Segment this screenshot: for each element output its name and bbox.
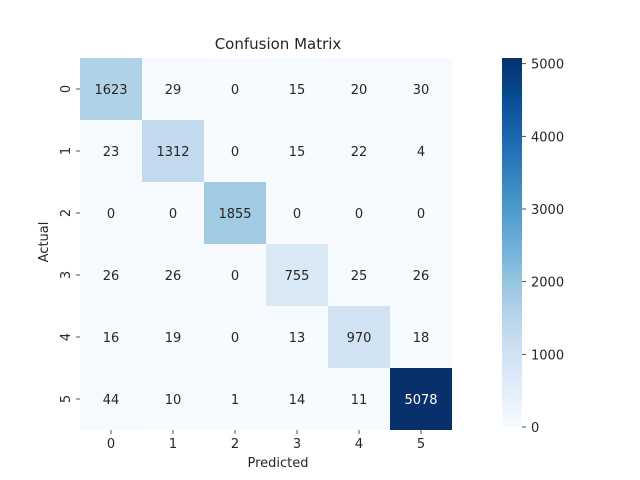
heatmap-cell [390, 306, 452, 368]
cell-value-label: 0 [231, 331, 239, 346]
heatmap-cell [204, 58, 266, 120]
cell-value-label: 14 [289, 393, 306, 408]
cell-value-label: 26 [103, 269, 120, 284]
heatmap-cell [80, 368, 142, 430]
x-tick-label: 5 [417, 437, 425, 452]
cell-value-label: 23 [103, 145, 120, 160]
cell-value-label: 10 [165, 393, 182, 408]
heatmap-cell [328, 368, 390, 430]
heatmap-cell [80, 120, 142, 182]
cell-value-label: 0 [417, 207, 425, 222]
heatmap-cell [80, 182, 142, 244]
colorbar-tick-label: 4000 [531, 130, 564, 145]
cell-value-label: 0 [169, 207, 177, 222]
colorbar-tick-label: 0 [531, 421, 539, 436]
heatmap-cell [328, 306, 390, 368]
colorbar-tick-label: 1000 [531, 348, 564, 363]
heatmap-cell [328, 182, 390, 244]
heatmap-cell [266, 368, 328, 430]
y-axis: 0 1 2 3 4 5 [59, 85, 80, 403]
cell-value-label: 0 [231, 83, 239, 98]
heatmap-cells: 1623 29 0 15 20 30 23 1312 0 15 22 4 0 0 1855 0 0 0 26 26 0 7… [80, 58, 452, 430]
heatmap-cell [142, 182, 204, 244]
cell-value-label: 18 [413, 331, 430, 346]
colorbar: 0 1000 2000 3000 4000 5000 [502, 58, 564, 436]
cell-value-label: 0 [355, 207, 363, 222]
cell-value-label: 0 [231, 269, 239, 284]
chart-title: Confusion Matrix [215, 35, 342, 53]
heatmap-cell [390, 182, 452, 244]
colorbar-tick-label: 3000 [531, 203, 564, 218]
cell-value-label: 26 [413, 269, 430, 284]
heatmap-cell [328, 120, 390, 182]
cell-value-label: 19 [165, 331, 182, 346]
cell-value-label: 755 [285, 269, 310, 284]
cell-value-label: 20 [351, 83, 368, 98]
colorbar-tick-label: 2000 [531, 276, 564, 291]
cell-value-label: 16 [103, 331, 120, 346]
heatmap-cell [142, 306, 204, 368]
heatmap-cell [328, 58, 390, 120]
cell-value-label: 44 [103, 393, 120, 408]
cell-value-label: 1312 [156, 145, 189, 160]
heatmap-cell [142, 58, 204, 120]
heatmap-cell [80, 306, 142, 368]
cell-value-label: 0 [107, 207, 115, 222]
y-tick-label: 3 [59, 271, 74, 279]
colorbar-gradient [502, 58, 522, 427]
heatmap-cell [204, 182, 266, 244]
heatmap-cell [204, 306, 266, 368]
cell-value-label: 11 [351, 393, 368, 408]
x-tick-label: 2 [231, 437, 239, 452]
heatmap-cell [80, 244, 142, 306]
cell-value-label: 0 [293, 207, 301, 222]
heatmap-cell [390, 58, 452, 120]
y-axis-label: Actual [37, 222, 52, 263]
x-tick-label: 1 [169, 437, 177, 452]
heatmap-cell [80, 58, 142, 120]
cell-value-label: 1855 [218, 207, 251, 222]
heatmap-cell [390, 368, 452, 430]
colorbar-tick-label: 5000 [531, 58, 564, 73]
cell-value-label: 4 [417, 145, 425, 160]
heatmap-cell [142, 368, 204, 430]
heatmap-cell [390, 120, 452, 182]
y-tick-label: 4 [59, 333, 74, 341]
heatmap-cell [266, 244, 328, 306]
heatmap-cell [266, 58, 328, 120]
y-tick-label: 2 [59, 209, 74, 217]
cell-value-label: 0 [231, 145, 239, 160]
y-tick-label: 0 [59, 85, 74, 93]
heatmap-cell [204, 244, 266, 306]
cell-value-label: 22 [351, 145, 368, 160]
y-tick-label: 1 [59, 147, 74, 155]
heatmap-cell [142, 120, 204, 182]
heatmap-cell [266, 182, 328, 244]
cell-value-label: 970 [347, 331, 372, 346]
heatmap-cell [204, 368, 266, 430]
cell-value-label: 5078 [404, 393, 437, 408]
heatmap-cell [328, 244, 390, 306]
cell-value-label: 25 [351, 269, 368, 284]
heatmap-cell [142, 244, 204, 306]
heatmap-cell [266, 306, 328, 368]
cell-value-label: 29 [165, 83, 182, 98]
heatmap-cell [266, 120, 328, 182]
y-tick-label: 5 [59, 395, 74, 403]
cell-value-label: 15 [289, 83, 306, 98]
cell-value-label: 15 [289, 145, 306, 160]
cell-value-label: 13 [289, 331, 306, 346]
x-tick-label: 4 [355, 437, 363, 452]
cell-value-label: 1623 [94, 83, 127, 98]
x-axis: 0 1 2 3 4 5 [107, 430, 425, 452]
cell-value-label: 26 [165, 269, 182, 284]
cell-value-label: 1 [231, 393, 239, 408]
x-axis-label: Predicted [247, 456, 308, 471]
x-tick-label: 0 [107, 437, 115, 452]
x-tick-label: 3 [293, 437, 301, 452]
cell-value-label: 30 [413, 83, 430, 98]
heatmap-cell [390, 244, 452, 306]
heatmap-cell [204, 120, 266, 182]
